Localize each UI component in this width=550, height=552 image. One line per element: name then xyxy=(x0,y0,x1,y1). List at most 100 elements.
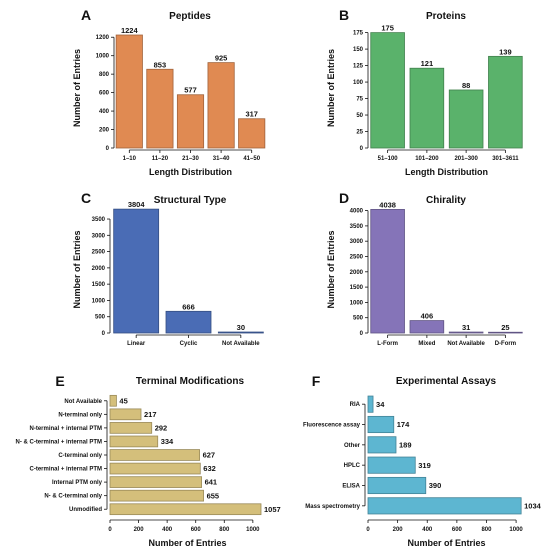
x-tick-label: 400 xyxy=(162,527,173,533)
x-tick-label: 301–3611 xyxy=(492,156,519,162)
x-axis-title-e: Number of Entries xyxy=(148,538,226,548)
data-label-e-c-terminal-internal-ptm: 632 xyxy=(203,464,216,473)
data-label-f-mass-spectrometry: 1034 xyxy=(524,501,542,510)
data-label-f-other: 189 xyxy=(399,440,412,449)
y-tick-label: 3000 xyxy=(350,239,364,245)
bar-f-elisa xyxy=(367,476,427,495)
y-axis-title-b: Number of Entries xyxy=(326,49,336,127)
bar-d-l-form xyxy=(370,209,405,334)
data-label-a-21-30: 577 xyxy=(184,86,197,95)
y-tick-label: C-terminal only xyxy=(58,453,102,459)
y-tick-label: Unmodified xyxy=(69,507,102,513)
data-label-a-1-10: 1224 xyxy=(121,26,139,35)
y-tick-label: 1000 xyxy=(96,54,110,60)
data-label-d-l-form: 4038 xyxy=(379,200,396,209)
data-label-f-elisa: 390 xyxy=(429,481,442,490)
bar-d-mixed xyxy=(409,320,445,334)
x-tick-label: Not Available xyxy=(222,341,260,347)
bar-c-not-available xyxy=(217,331,264,334)
data-label-b-101-200: 121 xyxy=(421,59,434,68)
y-tick-label: 2000 xyxy=(350,270,364,276)
bar-e-n-c-terminal-only xyxy=(109,489,204,502)
bar-a-21-30 xyxy=(176,94,205,149)
y-tick-label: 4000 xyxy=(350,209,364,215)
y-tick-label: 3500 xyxy=(92,217,106,223)
data-label-e-n-c-terminal-internal-ptm: 334 xyxy=(161,437,174,446)
data-label-a-41-50: 317 xyxy=(245,110,258,119)
y-tick-label: 1000 xyxy=(92,298,106,304)
y-tick-label: 125 xyxy=(353,64,364,70)
y-tick-label: 1500 xyxy=(350,285,364,291)
bar-c-cyclic xyxy=(165,310,212,334)
y-tick-label: HPLC xyxy=(344,463,361,469)
x-tick-label: 200 xyxy=(393,527,404,533)
y-tick-label: 50 xyxy=(356,113,363,119)
data-label-e-n-terminal-internal-ptm: 292 xyxy=(155,423,168,432)
y-tick-label: 1000 xyxy=(350,300,364,306)
y-tick-label: 200 xyxy=(99,128,110,134)
bar-f-hplc xyxy=(367,456,416,474)
panel-label-d: D xyxy=(339,190,349,206)
panel-label-f: F xyxy=(312,373,321,389)
bar-c-linear xyxy=(113,208,160,334)
data-label-c-not-available: 30 xyxy=(237,323,245,332)
bar-b-301-3611 xyxy=(488,55,523,149)
y-tick-label: 0 xyxy=(360,146,364,152)
x-axis-title-b: Length Distribution xyxy=(405,167,488,177)
chart-panel-b: B Proteins 0 25 50 75 100 125 150 175 Number of En… xyxy=(326,7,523,177)
x-tick-label: 1000 xyxy=(509,527,523,533)
x-tick-label: 201–300 xyxy=(454,156,478,162)
chart-title-c: Structural Type xyxy=(154,195,227,206)
data-label-e-unmodified: 1057 xyxy=(264,505,281,514)
y-tick-label: 2500 xyxy=(92,250,106,256)
y-tick-label: N- & C-terminal + internal PTM xyxy=(15,439,102,445)
y-tick-label: N-terminal only xyxy=(58,412,102,418)
y-tick-label: 800 xyxy=(99,72,110,78)
y-tick-label: 600 xyxy=(99,91,110,97)
x-tick-label: D-Form xyxy=(495,341,516,347)
bar-a-31-40 xyxy=(207,62,235,149)
bar-e-not-available xyxy=(109,394,117,407)
y-axis-title-d: Number of Entries xyxy=(326,230,336,308)
x-tick-label: 800 xyxy=(481,527,492,533)
x-tick-label: Mixed xyxy=(418,341,435,347)
x-tick-label: 31–40 xyxy=(213,156,230,162)
data-label-a-11-20: 853 xyxy=(154,60,167,69)
y-tick-label: N-terminal + internal PTM xyxy=(29,426,102,432)
data-label-e-c-terminal-only: 627 xyxy=(203,451,216,460)
y-tick-label: Internal PTM only xyxy=(52,480,103,486)
chart-panel-e: E Terminal Modifications 45 Not Available 21… xyxy=(15,373,280,548)
y-tick-label: 0 xyxy=(102,331,106,337)
y-tick-label: 500 xyxy=(95,315,106,321)
bar-e-c-terminal-only xyxy=(109,449,200,461)
y-tick-label: 25 xyxy=(356,130,363,136)
x-tick-label: Cyclic xyxy=(180,341,198,347)
x-tick-label: 41–50 xyxy=(243,156,260,162)
y-tick-label: 0 xyxy=(360,331,364,337)
y-tick-label: 1500 xyxy=(92,282,106,288)
x-tick-label: 800 xyxy=(219,527,230,533)
x-tick-label: 1–10 xyxy=(123,156,137,162)
y-axis-title-c: Number of Entries xyxy=(72,230,82,308)
bar-a-41-50 xyxy=(238,118,266,149)
chart-title-d: Chirality xyxy=(426,195,466,206)
x-tick-label: 600 xyxy=(452,527,463,533)
chart-panel-c: C Structural Type 0 500 1000 1500 2000 2500 3000… xyxy=(72,190,264,347)
data-label-b-201-300: 88 xyxy=(462,81,470,90)
x-tick-label: 200 xyxy=(134,527,145,533)
bar-b-201-300 xyxy=(448,89,484,149)
panel-label-e: E xyxy=(55,373,64,389)
y-tick-label: 500 xyxy=(353,316,364,322)
panel-label-b: B xyxy=(339,7,349,23)
bar-a-11-20 xyxy=(146,68,174,149)
y-tick-label: RIA xyxy=(350,402,361,408)
y-tick-label: ELISA xyxy=(342,484,360,490)
y-tick-label: 175 xyxy=(353,31,364,37)
data-label-d-mixed: 406 xyxy=(421,312,434,321)
y-tick-label: 0 xyxy=(106,146,110,152)
y-tick-label: 400 xyxy=(99,109,110,115)
bar-f-other xyxy=(367,436,397,454)
chart-panel-f: F Experimental Assays 34 RIA 174 Fluorescence… xyxy=(303,373,542,548)
x-tick-label: 11–20 xyxy=(152,156,169,162)
